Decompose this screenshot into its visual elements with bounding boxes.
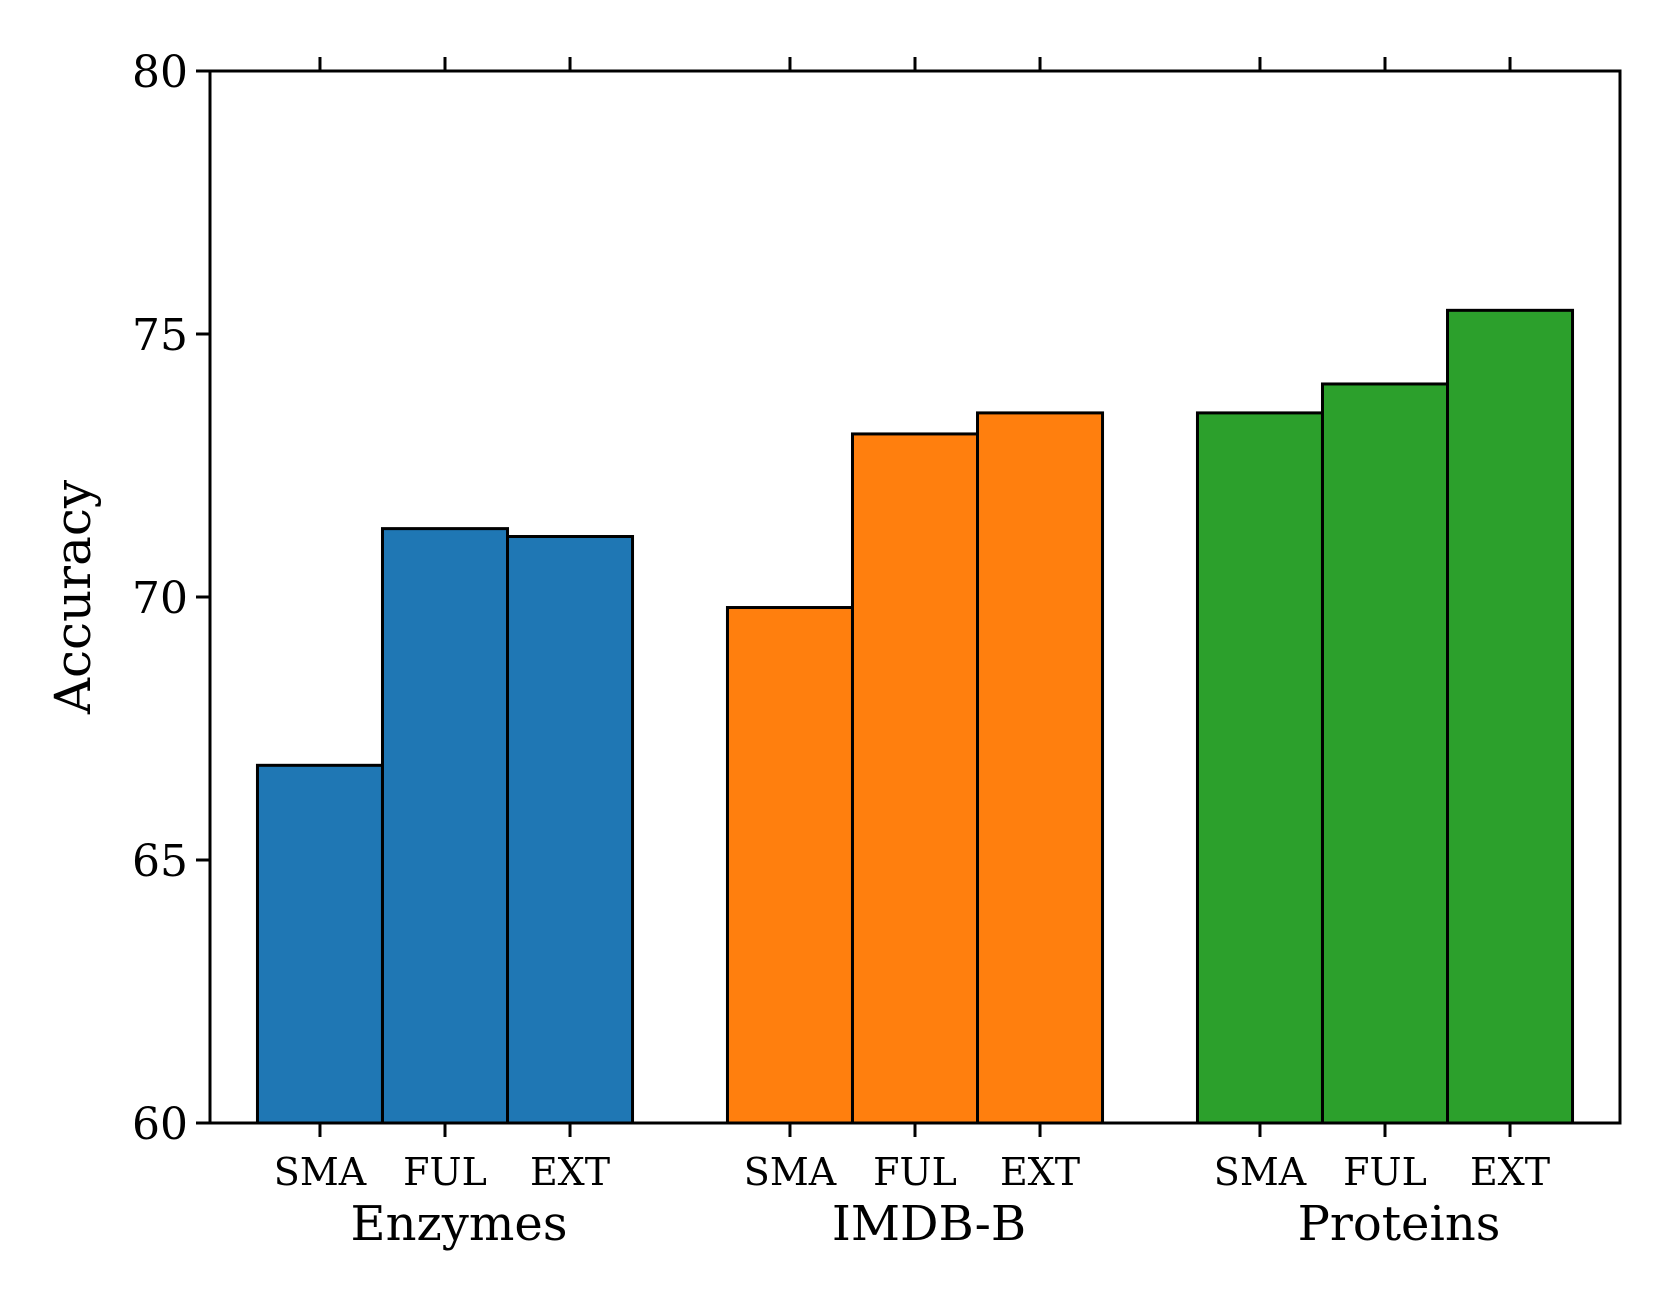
bar-imdb-b-ext [976, 411, 1105, 1125]
group-label: Proteins [1298, 1196, 1501, 1252]
x-tick-label: EXT [1000, 1150, 1080, 1194]
x-tick-label: EXT [530, 1150, 610, 1194]
bar-proteins-ful [1320, 382, 1450, 1125]
x-tick-label: FUL [1343, 1150, 1427, 1194]
y-tick-label: 60 [132, 1099, 188, 1150]
x-tick-label: EXT [1470, 1150, 1550, 1194]
group-label: Enzymes [351, 1196, 568, 1252]
bar-imdb-b-ful [850, 432, 980, 1125]
bar-proteins-sma [1195, 411, 1324, 1125]
group-label: IMDB-B [832, 1196, 1026, 1252]
ticks-layer [196, 57, 1512, 1137]
x-tick-label: SMA [1214, 1150, 1307, 1194]
x-tick-label: SMA [274, 1150, 367, 1194]
bar-enzymes-ext [506, 535, 635, 1125]
y-tick-label: 75 [132, 310, 188, 361]
x-tick-label: FUL [403, 1150, 487, 1194]
y-tick-label: 80 [132, 47, 188, 98]
bar-enzymes-sma [255, 763, 384, 1125]
bar-proteins-ext [1446, 308, 1575, 1125]
bars-layer [255, 308, 1575, 1125]
y-tick-label: 65 [132, 836, 188, 887]
bar-imdb-b-sma [725, 606, 854, 1125]
x-tick-label: SMA [744, 1150, 837, 1194]
y-axis-label: Accuracy [44, 479, 102, 715]
y-tick-label: 70 [132, 573, 188, 624]
bar-enzymes-ful [380, 527, 510, 1125]
x-tick-label: FUL [873, 1150, 957, 1194]
